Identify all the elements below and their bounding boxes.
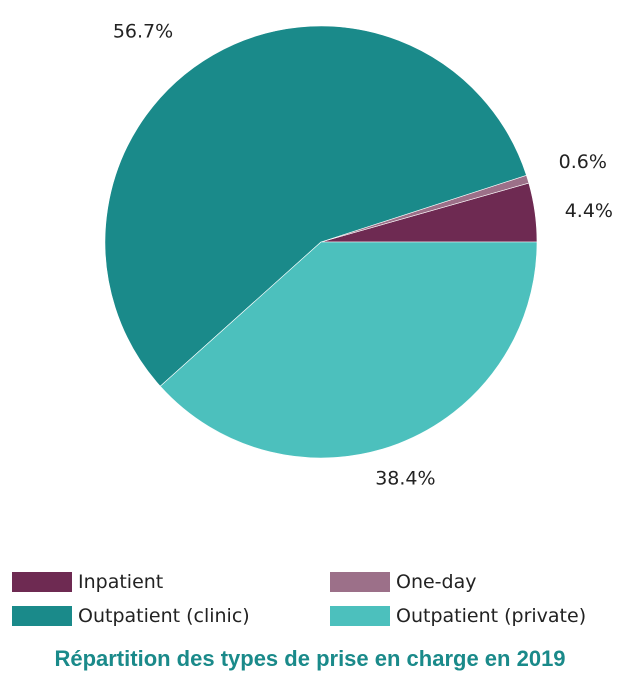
pie-labels: 4.4% 0.6% 56.7% 38.4%: [113, 20, 613, 489]
legend-label-inpatient: Inpatient: [78, 571, 164, 593]
legend-item-inpatient: Inpatient: [12, 571, 163, 593]
pie-slice-outpatient-private: [159, 241, 538, 459]
legend-item-outpatient-clinic: Outpatient (clinic): [12, 605, 250, 627]
legend-item-one-day: One-day: [330, 571, 477, 593]
pie-label-inpatient: 4.4%: [565, 200, 613, 222]
legend-item-outpatient-private: Outpatient (private): [330, 605, 586, 627]
legend-label-outpatient-clinic: Outpatient (clinic): [78, 605, 250, 627]
legend-label-outpatient-private: Outpatient (private): [396, 605, 587, 627]
legend-swatch-one-day: [330, 572, 390, 592]
pie-slices: [104, 25, 538, 459]
legend-swatch-inpatient: [12, 572, 72, 592]
pie-label-outpatient-private: 38.4%: [375, 467, 435, 489]
pie-label-one-day: 0.6%: [559, 151, 607, 173]
pie-chart: 4.4% 0.6% 56.7% 38.4%: [104, 20, 613, 489]
legend-swatch-outpatient-clinic: [12, 606, 72, 626]
legend: Inpatient One-day Outpatient (clinic) Ou…: [0, 565, 620, 635]
legend-swatch-outpatient-private: [330, 606, 390, 626]
pie-slice-outpatient-clinic: [104, 25, 527, 387]
chart-caption: Répartition des types de prise en charge…: [54, 646, 566, 671]
legend-label-one-day: One-day: [396, 571, 477, 593]
pie-label-outpatient-clinic: 56.7%: [113, 20, 173, 42]
